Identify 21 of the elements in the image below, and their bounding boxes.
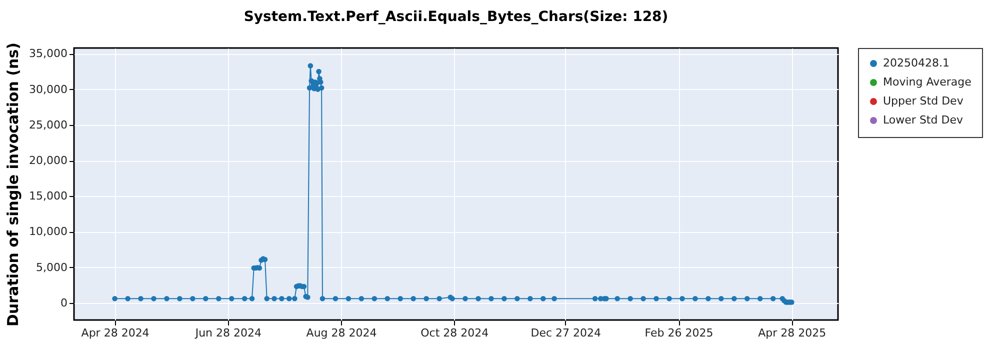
x-tick-label: Apr 28 2025 [758, 326, 826, 340]
x-tick-label: Oct 28 2024 [420, 326, 489, 340]
x-tick-label: Feb 26 2025 [644, 326, 714, 340]
legend-label: 20250428.1 [883, 56, 950, 70]
x-tick-label: Apr 28 2024 [81, 326, 150, 340]
legend-label: Lower Std Dev [883, 114, 964, 126]
x-tick-label: Aug 28 2024 [306, 326, 377, 340]
y-axis-title: Duration of single invocation (ns) [4, 42, 22, 326]
x-tick-label: Jun 28 2024 [194, 326, 262, 340]
x-tick-label: Dec 27 2024 [530, 326, 602, 340]
y-tick-label: 10,000 [29, 225, 68, 238]
y-tick-label: 20,000 [29, 154, 68, 168]
y-tick-label: 30,000 [29, 82, 68, 96]
legend-label: Upper Std Dev [883, 94, 964, 108]
legend-label: Moving Average [883, 76, 972, 88]
chart-title: System.Text.Perf_Ascii.Equals_Bytes_Chars(Size: 128) [244, 9, 668, 25]
y-tick-label: 25,000 [29, 118, 68, 132]
y-tick-label: 35,000 [29, 47, 68, 60]
y-tick-label: 5,000 [36, 260, 68, 274]
y-tick-label: 15,000 [29, 190, 68, 203]
y-tick-label: 0 [60, 296, 68, 310]
